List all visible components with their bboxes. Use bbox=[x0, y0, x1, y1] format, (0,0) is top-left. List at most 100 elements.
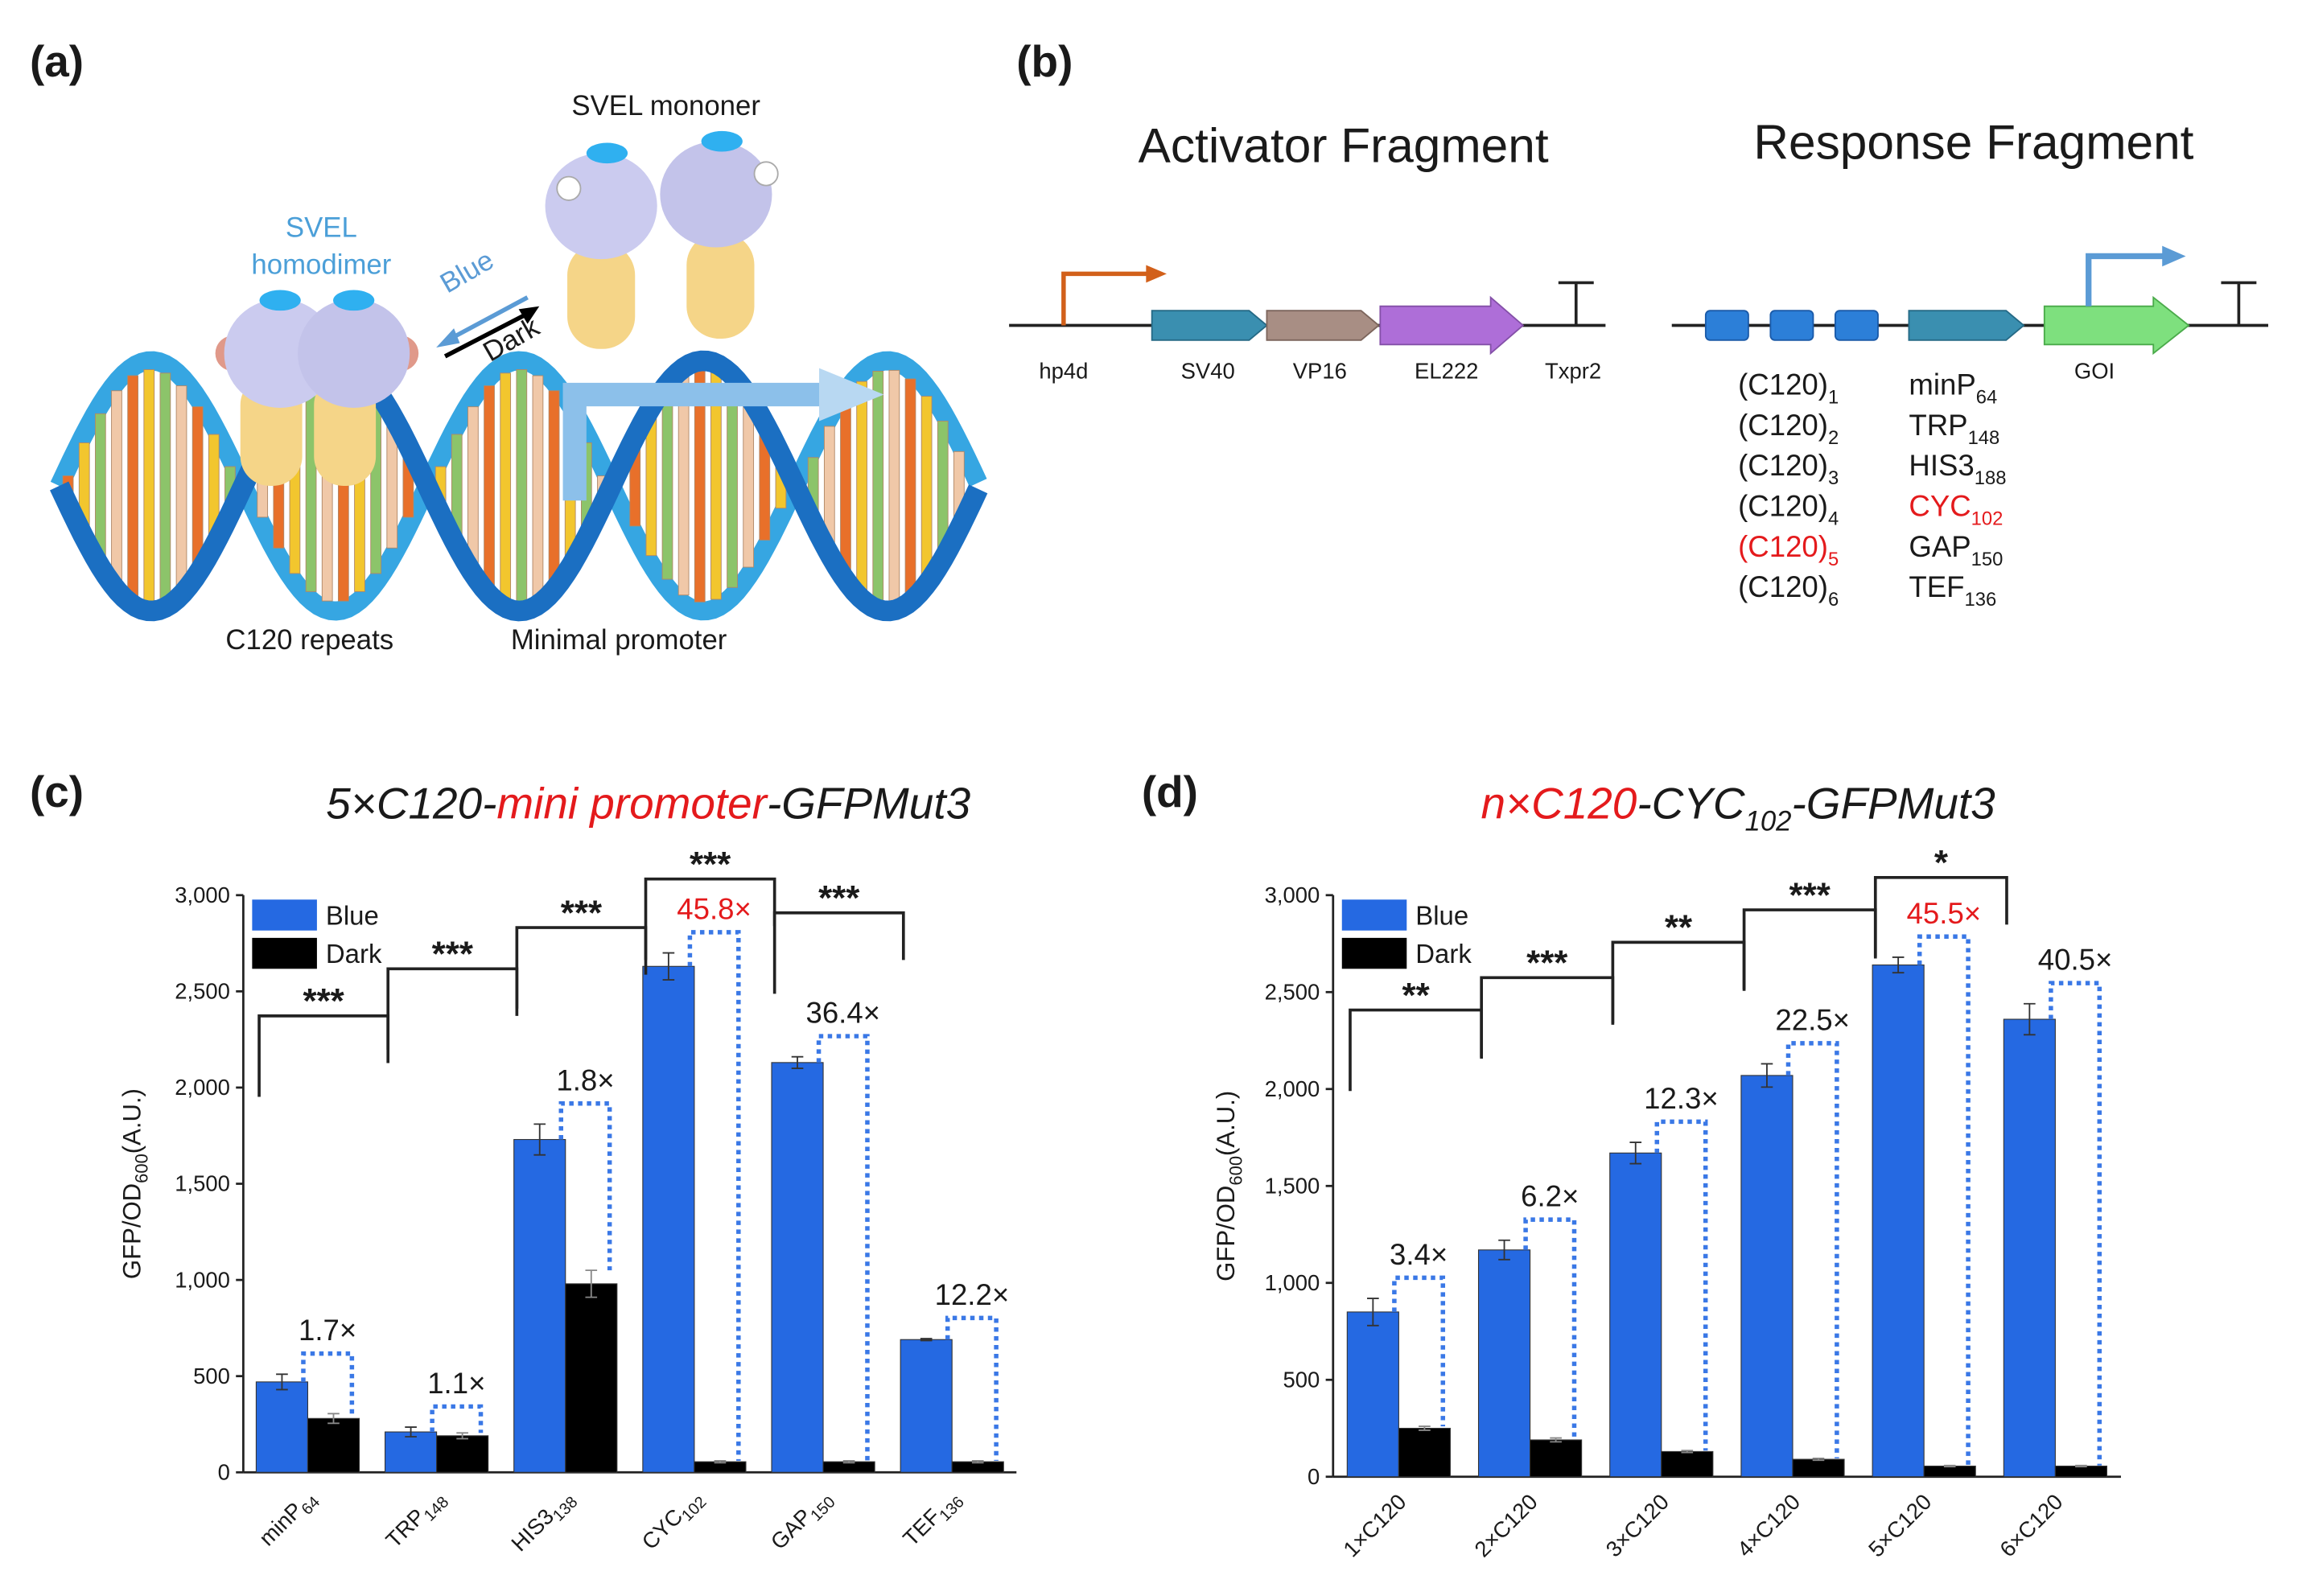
fold-connector bbox=[558, 1101, 612, 1271]
c120-box bbox=[1704, 310, 1749, 341]
dna-strand bbox=[50, 351, 987, 621]
protein-domain bbox=[298, 298, 410, 408]
bar bbox=[771, 1062, 824, 1473]
legend-label: Dark bbox=[1415, 939, 1472, 969]
dna-rung bbox=[645, 415, 657, 557]
error-bar bbox=[714, 1459, 727, 1464]
chromophore bbox=[333, 290, 375, 311]
dna-rung bbox=[111, 390, 122, 582]
fold-connector bbox=[1917, 934, 1971, 1466]
variant-subscript: 148 bbox=[1968, 427, 2000, 449]
part-label: SV40 bbox=[1181, 358, 1235, 383]
x-tick-label: 4×C120 bbox=[1732, 1489, 1805, 1561]
promoter-arrow-head bbox=[2162, 245, 2186, 267]
significance-bracket bbox=[257, 1014, 390, 1097]
bar bbox=[307, 1417, 360, 1473]
protein-domain bbox=[567, 242, 636, 349]
y-tick-label: 2,000 bbox=[1265, 1076, 1320, 1101]
significance-label: ** bbox=[1402, 976, 1430, 1015]
variant-label: (C120)4 bbox=[1738, 490, 1839, 530]
error-bar bbox=[1367, 1298, 1379, 1327]
dimer-label: homodimer bbox=[251, 249, 391, 280]
error-bar bbox=[327, 1413, 340, 1425]
variant-subscript: 1 bbox=[1828, 386, 1839, 408]
error-bar bbox=[533, 1123, 546, 1156]
error-bar bbox=[971, 1459, 984, 1464]
arrow-body bbox=[562, 382, 826, 501]
significance-bracket bbox=[772, 911, 905, 994]
y-tick-label: 2,500 bbox=[175, 979, 230, 1004]
legend-label: Blue bbox=[326, 900, 379, 930]
variant-label: (C120)6 bbox=[1738, 570, 1839, 611]
bar bbox=[1740, 1075, 1794, 1478]
dna-rung bbox=[532, 375, 544, 597]
repeats-label: C120 repeats bbox=[225, 625, 393, 656]
significance-label: ** bbox=[1665, 908, 1693, 948]
fold-connector bbox=[430, 1404, 484, 1434]
bar bbox=[1346, 1311, 1399, 1478]
significance-bracket bbox=[386, 967, 519, 1050]
error-bar bbox=[1681, 1450, 1694, 1454]
fold-connector bbox=[301, 1351, 355, 1414]
category-name: 1×C120 bbox=[1338, 1489, 1411, 1561]
protein-domain bbox=[556, 175, 582, 201]
error-bar bbox=[842, 1459, 855, 1464]
y-tick-label: 0 bbox=[1308, 1464, 1320, 1489]
error-bar bbox=[1629, 1141, 1642, 1165]
error-bar bbox=[405, 1426, 417, 1438]
title-part: -GFPMut3 bbox=[767, 779, 971, 829]
dna-rung bbox=[467, 406, 479, 566]
error-bar bbox=[276, 1373, 288, 1391]
bar bbox=[900, 1339, 953, 1473]
dna-rung bbox=[516, 369, 528, 603]
dna-rung bbox=[94, 413, 106, 559]
dark-arrow bbox=[443, 310, 532, 359]
legend-swatch bbox=[1341, 937, 1407, 969]
error-bar bbox=[1550, 1437, 1562, 1443]
promoter-arrow bbox=[1061, 271, 1150, 326]
significance-label: *** bbox=[303, 981, 345, 1021]
fold-label: 3.4× bbox=[1390, 1238, 1448, 1271]
legend-label: Blue bbox=[1415, 900, 1468, 930]
significance-bracket bbox=[644, 877, 776, 960]
variant-label: minP64 bbox=[1909, 368, 1997, 409]
chromophore bbox=[259, 290, 301, 311]
x-tick-label: 5×C120 bbox=[1864, 1489, 1936, 1561]
significance-bracket bbox=[1611, 940, 1746, 1024]
variant-name: minP bbox=[1909, 368, 1975, 401]
sv40-part bbox=[1151, 310, 1268, 341]
bar bbox=[1530, 1439, 1583, 1478]
bar bbox=[2003, 1018, 2056, 1478]
title-part: n×C120 bbox=[1481, 779, 1637, 829]
y-label-text: GFP/OD bbox=[1212, 1186, 1240, 1281]
y-tick-label: 500 bbox=[193, 1364, 230, 1388]
dna-rung bbox=[840, 400, 851, 572]
error-bar bbox=[1892, 956, 1905, 974]
error-bar bbox=[791, 1055, 804, 1069]
variant-label: GAP150 bbox=[1909, 530, 2003, 570]
promoter-arrow bbox=[562, 368, 884, 501]
legend-swatch bbox=[252, 899, 317, 931]
variant-subscript: 64 bbox=[1976, 386, 1997, 408]
variant-label: HIS3188 bbox=[1909, 449, 2006, 489]
variant-label: (C120)1 bbox=[1738, 368, 1839, 409]
bar bbox=[1661, 1450, 1714, 1478]
variant-subscript: 102 bbox=[1971, 508, 2004, 529]
bar bbox=[1872, 965, 1925, 1478]
variant-name: (C120) bbox=[1738, 490, 1828, 523]
chromophore bbox=[701, 130, 743, 152]
x-tick-label: GAP150 bbox=[766, 1485, 839, 1558]
variant-label: (C120)2 bbox=[1738, 409, 1839, 449]
x-tick-label: CYC102 bbox=[637, 1485, 710, 1558]
fold-connector bbox=[2049, 981, 2102, 1466]
category-name: 4×C120 bbox=[1732, 1489, 1805, 1561]
fold-label: 36.4× bbox=[805, 997, 880, 1030]
legend-swatch bbox=[252, 937, 317, 969]
x-tick-label: HIS3138 bbox=[506, 1485, 581, 1560]
variant-lists: (C120)1(C120)2(C120)3(C120)4(C120)5(C120… bbox=[1738, 368, 2006, 611]
y-tick-label: 500 bbox=[1283, 1367, 1320, 1392]
fold-label: 45.8× bbox=[677, 892, 752, 925]
variant-name: (C120) bbox=[1738, 530, 1828, 563]
part-label: hp4d bbox=[1039, 358, 1088, 383]
legend-swatch bbox=[1341, 899, 1407, 931]
